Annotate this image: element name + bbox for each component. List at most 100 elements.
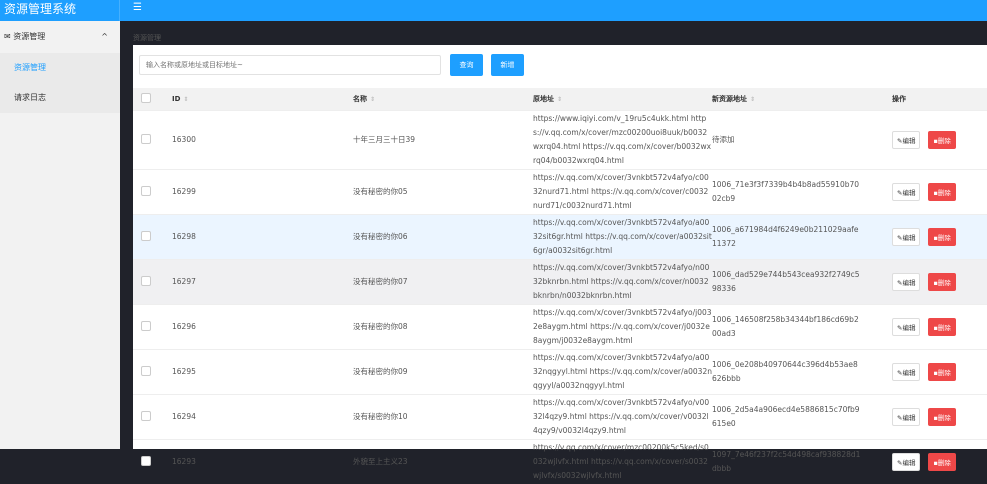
row-name: 没有秘密的你05 [353, 168, 533, 214]
row-checkbox[interactable] [141, 320, 151, 331]
trash-icon: ▪ [933, 368, 938, 377]
resource-table: ID ⇕ 名称 ⇕ 原地址 ⇕ 新资源地址 ⇕ 操作 16300 十年三月三十日39 h… [133, 88, 987, 484]
row-checkbox[interactable] [141, 455, 151, 466]
edit-button[interactable]: ✎编辑 [892, 317, 921, 336]
trash-icon: ▪ [933, 323, 938, 332]
row-new-url: 待添加 [712, 134, 735, 144]
row-source-url: https://www.iqiyi.com/v_19ru5c4ukk.html … [533, 113, 712, 165]
table-row[interactable]: 16299 没有秘密的你05 https://v.qq.com/x/cover/… [133, 168, 987, 214]
row-source-url: https://v.qq.com/x/cover/3vnkbt572v4afyo… [533, 217, 712, 255]
delete-button[interactable]: ▪删除 [928, 362, 956, 381]
edit-button[interactable]: ✎编辑 [892, 182, 921, 201]
edit-button[interactable]: ✎编辑 [892, 362, 921, 381]
sidebar: ✉ 资源管理 ^ 资源管理 请求日志 [0, 21, 120, 449]
delete-button[interactable]: ▪删除 [928, 407, 956, 426]
column-source[interactable]: 原地址 ⇕ [533, 88, 712, 110]
row-new-url: 1006_dad529e744b543cea932f2749c598336 [712, 269, 860, 293]
row-source-url: https://v.qq.com/x/cover/3vnkbt572v4afyo… [533, 262, 710, 300]
delete-button[interactable]: ▪删除 [928, 452, 956, 471]
row-new-url: 1006_a671984d4f6249e0b211029aafe11372 [712, 224, 859, 248]
row-new-url: 1006_71e3f3f7339b4b4b8ad55910b7002cb9 [712, 179, 860, 203]
pencil-icon: ✎ [897, 323, 903, 332]
trash-icon: ▪ [933, 233, 938, 242]
pencil-icon: ✎ [897, 413, 903, 422]
row-id: 16299 [172, 168, 353, 214]
table-row[interactable]: 16296 没有秘密的你08 https://v.qq.com/x/cover/… [133, 303, 987, 349]
row-name: 没有秘密的你06 [353, 213, 533, 259]
edit-button[interactable]: ✎编辑 [892, 130, 921, 149]
pencil-icon: ✎ [897, 368, 903, 377]
row-new-url: 1097_7e46f237f2c54d498caf938828d1dbbb [712, 449, 861, 473]
row-id: 16298 [172, 213, 353, 259]
trash-icon: ▪ [933, 136, 938, 145]
row-source-url: https://v.qq.com/x/cover/3vnkbt572v4afyo… [533, 352, 712, 390]
row-source-url: https://v.qq.com/x/cover/3vnkbt572v4afyo… [533, 397, 710, 435]
delete-button[interactable]: ▪删除 [928, 317, 956, 336]
breadcrumb: 资源管理 [133, 34, 161, 42]
delete-button[interactable]: ▪删除 [928, 272, 956, 291]
column-name[interactable]: 名称 ⇕ [353, 88, 533, 110]
envelope-icon: ✉ [4, 32, 11, 41]
sort-icon: ⇕ [557, 95, 563, 103]
row-name: 十年三月三十日39 [353, 109, 533, 169]
row-id: 16297 [172, 258, 353, 304]
row-new-url: 1006_2d5a4a906ecd4e5886815c70fb9615e0 [712, 404, 860, 428]
row-name: 没有秘密的你10 [353, 393, 533, 439]
row-source-url: https://v.qq.com/x/cover/3vnkbt572v4afyo… [533, 307, 712, 345]
row-id: 16294 [172, 393, 353, 439]
content-card: 查询 新增 ID⇕ 名称⇕ 原地址⇕ 新资源地址⇕ 操作 16300 十年三月三… [133, 45, 987, 484]
pencil-icon: ✎ [897, 278, 903, 287]
delete-button[interactable]: ▪删除 [928, 227, 956, 246]
table-header: ID ⇕ 名称 ⇕ 原地址 ⇕ 新资源地址 ⇕ 操作 [133, 88, 987, 110]
row-source-url: https://v.qq.com/x/cover/3vnkbt572v4afyo… [533, 172, 709, 210]
column-new[interactable]: 新资源地址 ⇕ [712, 88, 892, 110]
row-id: 16293 [172, 438, 353, 484]
column-actions: 操作 [892, 88, 987, 110]
row-source-url: https://v.qq.com/x/cover/mzc00200k5c5ked… [533, 442, 709, 480]
app-title: 资源管理系统 [0, 0, 120, 21]
sidebar-item-request-log[interactable]: 请求日志 [0, 83, 120, 113]
edit-button[interactable]: ✎编辑 [892, 407, 921, 426]
table-row[interactable]: 16295 没有秘密的你09 https://v.qq.com/x/cover/… [133, 348, 987, 394]
search-input[interactable] [139, 55, 441, 75]
sidebar-group-label: 资源管理 [13, 32, 46, 41]
hamburger-icon[interactable]: ☰ [133, 2, 142, 13]
row-id: 16295 [172, 348, 353, 394]
sidebar-group-resources[interactable]: ✉ 资源管理 ^ [0, 21, 120, 53]
row-checkbox[interactable] [141, 133, 151, 144]
sort-icon: ⇕ [183, 95, 189, 103]
row-checkbox[interactable] [141, 365, 151, 376]
sort-icon: ⇕ [370, 95, 376, 103]
delete-button[interactable]: ▪删除 [928, 182, 956, 201]
row-checkbox[interactable] [141, 185, 151, 196]
sidebar-item-resources[interactable]: 资源管理 [0, 53, 120, 83]
table-row[interactable]: 16298 没有秘密的你06 https://v.qq.com/x/cover/… [133, 213, 987, 259]
row-new-url: 1006_0e208b40970644c396d4b53ae8626bbb [712, 359, 858, 383]
table-row[interactable]: 16297 没有秘密的你07 https://v.qq.com/x/cover/… [133, 258, 987, 304]
row-checkbox[interactable] [141, 410, 151, 421]
row-checkbox[interactable] [141, 275, 151, 286]
row-checkbox[interactable] [141, 230, 151, 241]
table-row[interactable]: 16293 外貌至上主义23 https://v.qq.com/x/cover/… [133, 438, 987, 484]
pencil-icon: ✎ [897, 233, 903, 242]
delete-button[interactable]: ▪删除 [928, 130, 956, 149]
select-all-checkbox[interactable] [141, 92, 151, 103]
edit-button[interactable]: ✎编辑 [892, 452, 921, 471]
table-row[interactable]: 16294 没有秘密的你10 https://v.qq.com/x/cover/… [133, 393, 987, 439]
row-name: 没有秘密的你09 [353, 348, 533, 394]
add-button[interactable]: 新增 [491, 54, 524, 76]
row-name: 没有秘密的你07 [353, 258, 533, 304]
top-bar: 资源管理系统 ☰ [0, 0, 987, 21]
edit-button[interactable]: ✎编辑 [892, 227, 921, 246]
edit-button[interactable]: ✎编辑 [892, 272, 921, 291]
row-name: 没有秘密的你08 [353, 303, 533, 349]
trash-icon: ▪ [933, 413, 938, 422]
pencil-icon: ✎ [897, 188, 903, 197]
pencil-icon: ✎ [897, 136, 903, 145]
row-id: 16296 [172, 303, 353, 349]
query-button[interactable]: 查询 [450, 54, 483, 76]
sort-icon: ⇕ [750, 95, 756, 103]
column-id[interactable]: ID ⇕ [172, 88, 353, 110]
row-new-url: 1006_146508f258b34344bf186cd69b200ad3 [712, 314, 859, 338]
table-row[interactable]: 16300 十年三月三十日39 https://www.iqiyi.com/v_… [133, 109, 987, 169]
